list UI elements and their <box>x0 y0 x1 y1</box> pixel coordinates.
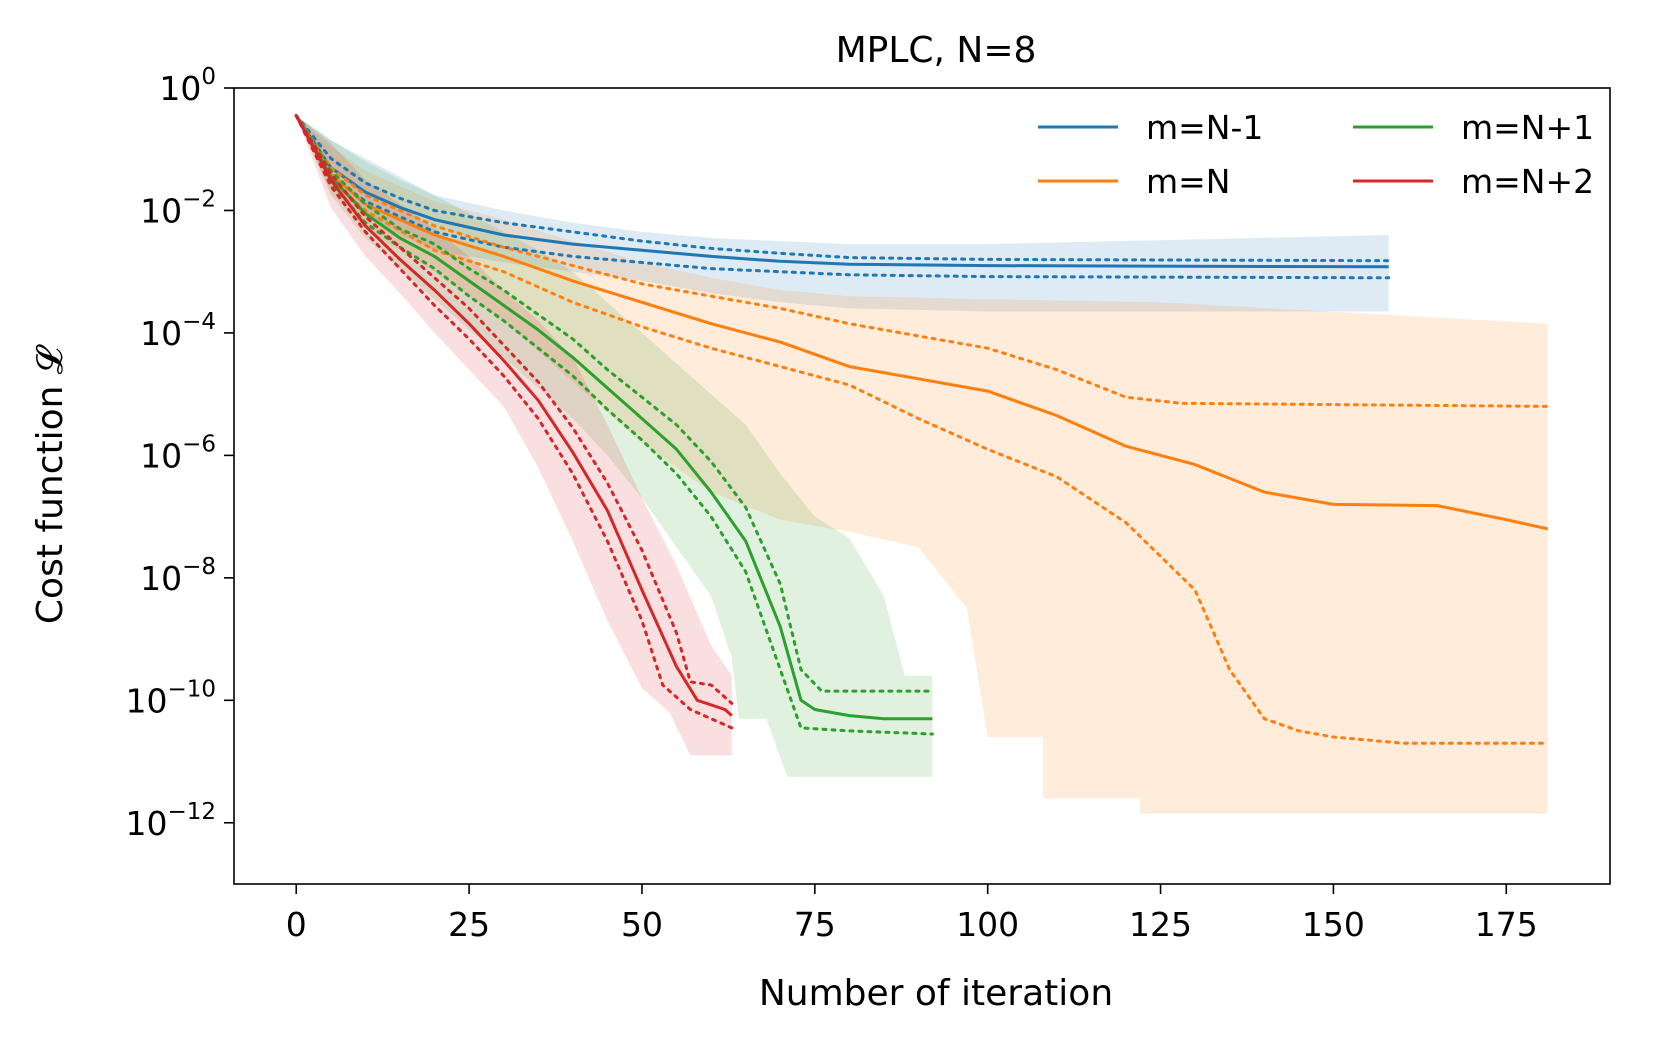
band-series-1 <box>296 115 1389 312</box>
y-tick-label: 10−10 <box>125 676 216 720</box>
chart-title: MPLC, N=8 <box>836 30 1037 71</box>
x-tick-label: 50 <box>621 905 663 944</box>
median-line-series-1 <box>294 114 1389 269</box>
y-tick-label: 10−12 <box>125 799 216 843</box>
legend-label-series-4: m=N+2 <box>1461 162 1594 201</box>
y-tick-label: 10−8 <box>140 554 216 598</box>
lower-quantile-line-series-2 <box>294 114 1550 745</box>
upper-quantile-line-series-2 <box>294 114 1550 408</box>
x-axis: 0 25 50 75 100 125 150 175 <box>286 884 1538 944</box>
x-tick-label: 0 <box>286 905 307 944</box>
x-axis-title: Number of iteration <box>759 973 1113 1014</box>
band-series-4 <box>296 115 732 756</box>
x-tick-label: 150 <box>1302 905 1365 944</box>
y-tick-label: 10−6 <box>140 431 216 475</box>
y-axis-title: Cost function 𝓛 <box>30 344 71 624</box>
median-line-series-2 <box>294 114 1549 531</box>
y-axis: 100 10−2 10−4 10−6 10−8 10−10 10−12 <box>125 64 234 843</box>
x-tick-label: 125 <box>1129 905 1192 944</box>
series-lines <box>294 114 1550 745</box>
x-tick-label: 100 <box>956 905 1019 944</box>
x-tick-label: 175 <box>1475 905 1538 944</box>
lower-quantile-line-series-1 <box>294 114 1391 280</box>
y-tick-label: 10−4 <box>140 309 216 353</box>
legend-label-series-3: m=N+1 <box>1461 108 1594 147</box>
plot-frame <box>233 87 1611 885</box>
legend: m=N-1 m=N+1 m=N m=N+2 <box>1038 108 1594 201</box>
x-tick-label: 25 <box>448 905 490 944</box>
y-tick-label: 10−2 <box>140 186 216 230</box>
upper-quantile-line-series-3 <box>294 114 934 693</box>
median-line-series-3 <box>294 114 933 721</box>
median-line-series-4 <box>294 114 733 717</box>
lower-quantile-line-series-4 <box>294 114 734 730</box>
y-tick-label: 100 <box>159 64 216 108</box>
x-tick-label: 75 <box>794 905 836 944</box>
legend-label-series-2: m=N <box>1146 162 1230 201</box>
upper-quantile-line-series-4 <box>294 114 734 705</box>
legend-label-series-1: m=N-1 <box>1146 108 1263 147</box>
band-series-2 <box>296 115 1548 814</box>
